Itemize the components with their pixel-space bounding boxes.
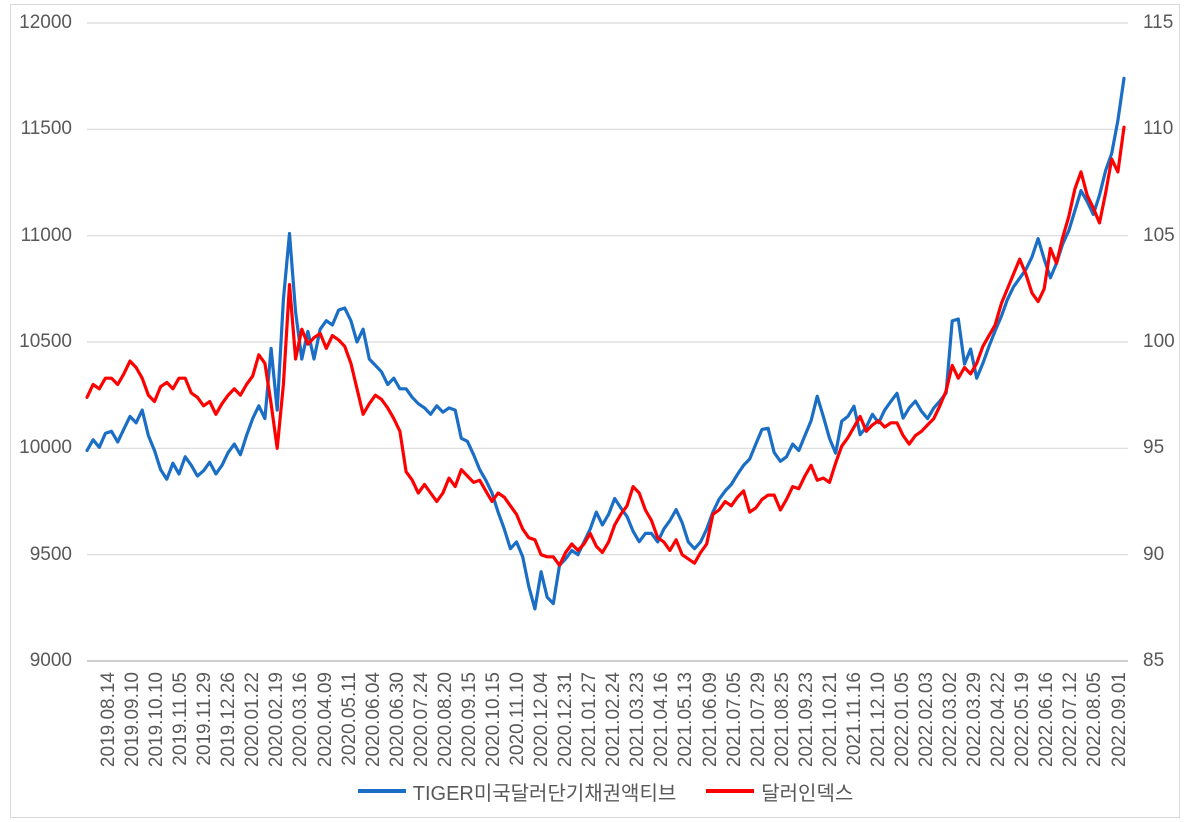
series-line-dollar-index — [85, 125, 1126, 567]
x-axis-tick-label: 2022.01.05 — [891, 672, 913, 768]
x-axis-tick-label: 2022.04.22 — [988, 672, 1010, 768]
legend-line-red-icon — [706, 789, 755, 793]
y-axis-right-tick-label: 90 — [1143, 543, 1165, 565]
x-axis-tick-label: 2019.11.05 — [170, 672, 192, 766]
x-axis-tick-label: 2022.09.01 — [1108, 672, 1130, 768]
x-axis-tick-label: 2022.03.02 — [940, 672, 962, 768]
x-axis-tick-label: 2019.12.26 — [218, 672, 240, 768]
x-axis-tick-label: 2020.08.20 — [434, 672, 456, 768]
x-axis-tick-label: 2021.01.27 — [579, 672, 601, 768]
x-axis-tick-label: 2020.12.04 — [531, 672, 553, 768]
gridlines — [87, 22, 1128, 662]
x-axis-tick-label: 2021.07.05 — [723, 672, 745, 768]
y-axis-right-tick-label: 105 — [1143, 224, 1175, 246]
x-axis-tick-label: 2019.10.10 — [146, 672, 168, 768]
x-axis-tick-label: 2022.07.12 — [1060, 672, 1082, 768]
x-axis-tick-label: 2020.09.15 — [458, 672, 480, 768]
x-axis-tick-label: 2021.12.10 — [867, 672, 889, 768]
legend-item-tiger: TIGER미국달러단기채권액티브 — [357, 777, 677, 806]
x-axis-tick-label: 2021.06.09 — [699, 672, 721, 768]
x-axis-tick-label: 2020.04.09 — [314, 672, 336, 768]
y-axis-right-tick-label: 110 — [1143, 118, 1174, 140]
x-axis-tick-label: 2021.09.23 — [795, 672, 817, 768]
x-axis-tick-label: 2019.09.10 — [122, 672, 144, 768]
chart-border-frame — [10, 4, 1180, 818]
x-axis-tick-label: 2021.08.25 — [771, 672, 793, 768]
x-axis-tick-label: 2021.03.23 — [627, 672, 649, 768]
x-axis-tick-label: 2020.06.04 — [362, 672, 384, 768]
legend-label-dollar-index: 달러인덱스 — [761, 782, 854, 805]
legend: TIGER미국달러단기채권액티브 달러인덱스 — [87, 777, 1124, 806]
y-axis-left-tick-label: 11500 — [20, 118, 72, 140]
x-axis-tick-label: 2020.05.11 — [338, 672, 360, 766]
series-line-tiger — [85, 76, 1126, 611]
y-axis-left-tick-label: 9000 — [29, 650, 72, 671]
x-axis-tick-label: 2019.11.29 — [194, 672, 216, 766]
x-axis-tick-label: 2021.04.16 — [651, 672, 673, 768]
x-axis-tick-label: 2020.07.24 — [410, 672, 432, 768]
series-lines — [85, 76, 1126, 611]
x-axis-tick-label: 2021.05.13 — [675, 672, 697, 768]
x-axis-tick-label: 2022.08.05 — [1084, 672, 1106, 768]
x-axis-tick-label: 2020.01.22 — [242, 672, 264, 768]
x-axis-tick-label: 2020.10.15 — [482, 672, 504, 768]
y-axis-left-tick-label: 10500 — [19, 331, 72, 352]
x-axis-tick-label: 2020.06.30 — [386, 672, 408, 768]
x-axis-tick-label: 2022.06.16 — [1036, 672, 1058, 768]
legend-line-blue-icon — [357, 789, 406, 793]
legend-item-dollar-index: 달러인덱스 — [706, 777, 853, 806]
y-axis-left-tick-label: 12000 — [19, 12, 72, 33]
y-axis-left-tick-label: 10000 — [19, 437, 72, 459]
y-axis-right-tick-label: 100 — [1143, 331, 1175, 352]
y-axis-left-tick-label: 9500 — [29, 543, 72, 565]
legend-label-tiger: TIGER미국달러단기채권액티브 — [412, 782, 677, 805]
y-axis-right-tick-label: 95 — [1143, 437, 1165, 459]
x-axis-tick-label: 2022.03.29 — [964, 672, 986, 768]
x-axis-tick-label: 2021.02.24 — [603, 672, 625, 768]
x-axis-tick-label: 2019.08.14 — [98, 672, 119, 768]
x-axis-tick-label: 2021.10.21 — [819, 672, 841, 768]
x-axis-tick-label: 2021.07.29 — [747, 672, 769, 768]
x-axis-tick-label: 2020.12.31 — [555, 672, 577, 768]
x-axis-tick-label: 2022.05.19 — [1012, 672, 1034, 768]
x-axis-tick-label: 2020.11.10 — [507, 672, 529, 766]
y-axis-right-tick-label: 85 — [1143, 650, 1165, 671]
y-axis-left-tick-label: 11000 — [20, 224, 72, 246]
y-axis-right-tick-label: 115 — [1143, 12, 1174, 33]
x-axis-tick-label: 2021.11.16 — [843, 672, 865, 766]
x-axis-tick-label: 2020.03.16 — [290, 672, 312, 768]
x-axis-tick-label: 2020.02.19 — [266, 672, 288, 768]
x-axis-tick-label: 2022.02.03 — [916, 672, 938, 768]
